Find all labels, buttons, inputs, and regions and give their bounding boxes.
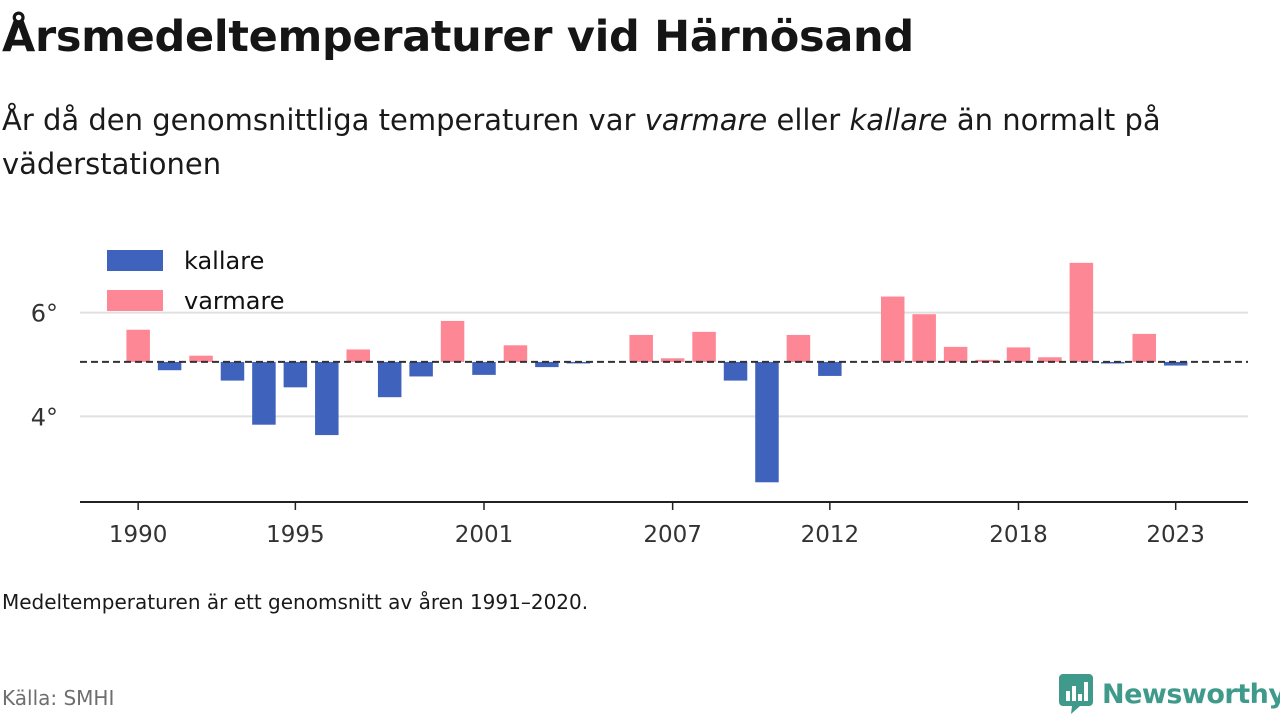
bar-2007-varmare[interactable] — [660, 358, 685, 362]
y-tick-label: 4° — [31, 403, 58, 431]
bar-1992-varmare[interactable] — [189, 355, 213, 362]
subtitle-part-1: År då den genomsnittliga temperaturen va… — [2, 103, 645, 137]
bar-2021-kallare[interactable] — [1101, 361, 1125, 364]
bar-2003-kallare[interactable] — [535, 361, 559, 368]
bar-1997-varmare[interactable] — [346, 349, 370, 362]
bar-2014-varmare[interactable] — [880, 296, 905, 362]
bar-2008-varmare[interactable] — [692, 331, 716, 362]
chart-title: Årsmedeltemperaturer vid Härnösand — [2, 12, 914, 62]
bar-1999-kallare[interactable] — [409, 361, 433, 377]
bar-2010-kallare[interactable] — [755, 361, 779, 483]
bar-2017-varmare[interactable] — [975, 359, 999, 362]
legend-swatch-kallare — [107, 250, 163, 271]
bar-2023-kallare[interactable] — [1163, 361, 1188, 366]
bar-1994-kallare[interactable] — [252, 361, 276, 425]
subtitle-colder-word: kallare — [849, 103, 948, 137]
bar-2001-kallare[interactable] — [472, 361, 496, 375]
bar-1995-kallare[interactable] — [283, 361, 308, 388]
subtitle-part-2: eller — [767, 103, 850, 137]
bar-1998-kallare[interactable] — [377, 361, 402, 398]
legend-label-varmare: varmare — [184, 287, 285, 315]
newsworthy-logo[interactable]: Newsworthy — [1058, 672, 1280, 716]
chart-subtitle: År då den genomsnittliga temperaturen va… — [2, 98, 1262, 186]
legend: kallare varmare — [107, 247, 285, 315]
legend-label-kallare: kallare — [184, 247, 264, 275]
x-tick-label: 2023 — [1146, 522, 1205, 548]
x-tick-label: 2001 — [455, 522, 514, 548]
bar-2000-varmare[interactable] — [440, 320, 465, 362]
bar-2022-varmare[interactable] — [1132, 333, 1156, 362]
bar-2006-varmare[interactable] — [629, 334, 653, 362]
bar-2020-varmare[interactable] — [1069, 262, 1094, 362]
x-tick-label: 2012 — [801, 522, 860, 548]
x-tick-label: 2018 — [989, 522, 1048, 548]
bar-2016-varmare[interactable] — [943, 346, 968, 362]
x-axis-ticks: 1990 1995 2001 2007 2012 2018 2023 — [109, 502, 1205, 548]
bar-2018-varmare[interactable] — [1006, 347, 1031, 362]
x-tick-label: 1995 — [266, 522, 325, 548]
bar-2015-varmare[interactable] — [912, 314, 936, 362]
bar-1996-kallare[interactable] — [315, 361, 339, 436]
bar-1990-varmare[interactable] — [126, 329, 150, 362]
brand-name: Newsworthy — [1102, 678, 1280, 710]
subtitle-warmer-word: varmare — [644, 103, 768, 137]
bar-1993-kallare[interactable] — [220, 361, 245, 381]
newsworthy-logo-icon — [1059, 674, 1093, 714]
bar-2009-kallare[interactable] — [723, 361, 748, 381]
bar-1991-kallare[interactable] — [157, 361, 182, 371]
subtitle-part-3: än normalt på väderstationen — [2, 103, 1161, 181]
bar-chart: 1990 1995 2001 2007 2012 2018 2023 4° 6° kallar… — [31, 247, 1248, 548]
x-tick-label: 1990 — [109, 522, 168, 548]
y-tick-label: 6° — [31, 300, 58, 328]
source-label: Källa: SMHI — [2, 686, 115, 710]
x-tick-label: 2007 — [643, 522, 702, 548]
bar-2011-varmare[interactable] — [786, 334, 811, 362]
bar-2002-varmare[interactable] — [503, 345, 528, 362]
bar-2012-kallare[interactable] — [818, 361, 842, 376]
bars — [126, 262, 1188, 483]
bar-2019-varmare[interactable] — [1038, 357, 1062, 362]
legend-swatch-varmare — [107, 290, 163, 311]
y-axis-ticks: 4° 6° — [31, 300, 58, 432]
footnote: Medeltemperaturen är ett genomsnitt av å… — [2, 590, 589, 614]
